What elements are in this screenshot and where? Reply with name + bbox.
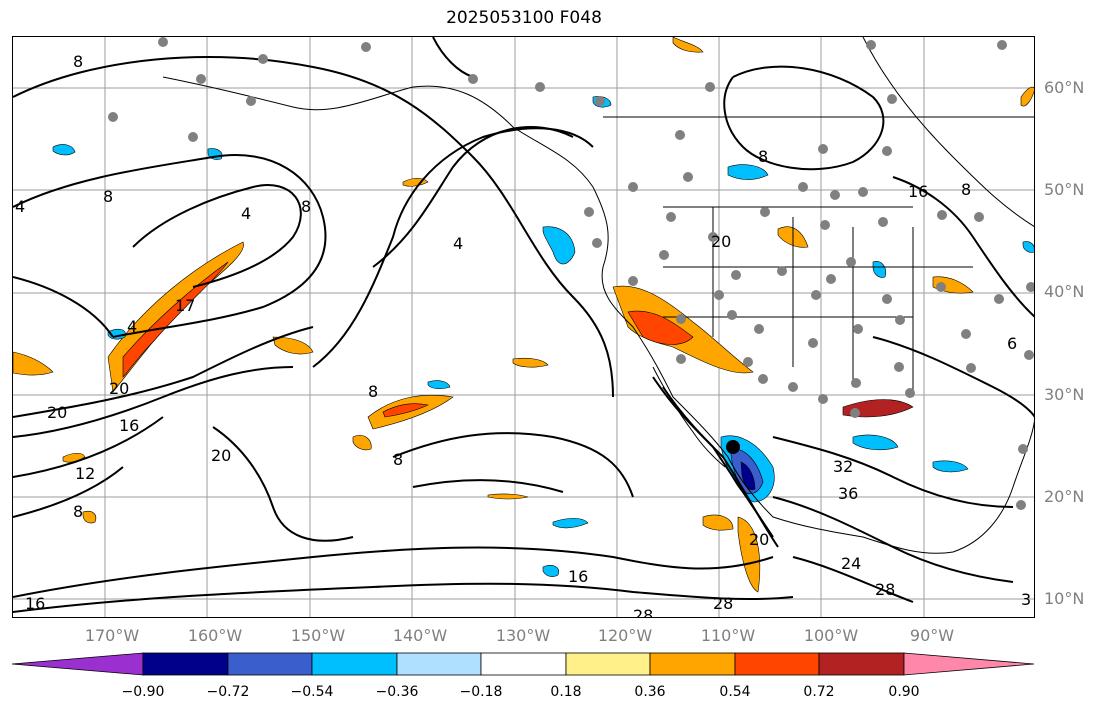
lon-label: 90°W (909, 626, 955, 645)
contour-label: 8 (73, 52, 83, 71)
positive-shading (13, 37, 1034, 593)
colorbar-segment (142, 652, 229, 676)
contour-label: 3 (1021, 590, 1031, 609)
contour-label: 8 (961, 180, 971, 199)
colorbar-tick: −0.90 (121, 684, 165, 700)
lon-label: 110°W (700, 626, 756, 645)
station-markers (108, 37, 1034, 510)
lon-label: 160°W (187, 626, 243, 645)
colorbar-segment (227, 652, 313, 676)
contour-lines (13, 37, 1034, 613)
colorbar-segment (734, 652, 820, 676)
contour-label: 8 (368, 382, 378, 401)
contour-label: 16 (119, 416, 139, 435)
lon-label: 140°W (392, 626, 448, 645)
contour-label: 20 (109, 379, 129, 398)
colorbar-tick: 0.90 (888, 684, 920, 700)
contour-label: 16 (568, 567, 588, 586)
contour-label: 20 (711, 232, 731, 251)
colorbar-tick: 0.72 (803, 684, 835, 700)
contour-label: 28 (713, 594, 733, 613)
lat-label: 60°N (1044, 78, 1085, 97)
contour-value-labels: 8 4 8 4 4 17 4 20 20 16 12 8 20 8 8 8 8 … (15, 52, 1031, 618)
colorbar-tick: 0.36 (634, 684, 666, 700)
contour-label: 28 (875, 580, 895, 599)
contour-label: 8 (393, 450, 403, 469)
colorbar-segment (311, 652, 398, 676)
negative-shading (52, 96, 1034, 577)
colorbar-segment (903, 652, 1035, 676)
lat-label: 10°N (1044, 589, 1085, 608)
map-title: 2025053100 F048 (446, 8, 602, 28)
contour-label: 4 (241, 204, 251, 223)
colorbar-segment (565, 652, 651, 676)
lon-label: 170°W (84, 626, 140, 645)
contour-label: 20 (47, 403, 67, 422)
lon-label: 120°W (597, 626, 653, 645)
contour-label: 12 (75, 464, 95, 483)
colorbar-segment (480, 652, 567, 676)
contour-label: 28 (633, 606, 653, 618)
colorbar-tick: −0.72 (206, 684, 250, 700)
contour-label: 4 (453, 234, 463, 253)
coastlines (162, 37, 1034, 554)
contour-label: 8 (73, 502, 83, 521)
contour-label: 4 (15, 197, 25, 216)
colorbar (12, 652, 1035, 676)
lon-label: 150°W (290, 626, 346, 645)
contour-label: 17 (175, 296, 195, 315)
contour-label: 6 (1007, 334, 1017, 353)
contour-label: 24 (841, 554, 861, 573)
contour-label: 36 (838, 484, 858, 503)
contour-label: 20 (749, 530, 769, 549)
contour-label: 20 (211, 446, 231, 465)
colorbar-tick: −0.54 (290, 684, 334, 700)
colorbar-segment (818, 652, 905, 676)
contour-label: 16 (908, 182, 928, 201)
colorbar-tick: 0.18 (550, 684, 582, 700)
colorbar-segment (396, 652, 482, 676)
hurricane-marker (726, 440, 740, 454)
lat-label: 40°N (1044, 282, 1085, 301)
colorbar-tick: 0.54 (719, 684, 751, 700)
lat-label: 50°N (1044, 180, 1085, 199)
contour-label: 4 (127, 317, 137, 336)
colorbar-segment (649, 652, 736, 676)
contour-label: 8 (103, 187, 113, 206)
contour-label: 8 (758, 147, 768, 166)
lon-label: 130°W (495, 626, 551, 645)
lat-label: 30°N (1044, 385, 1085, 404)
weather-map: 8 4 8 4 4 17 4 20 20 16 12 8 20 8 8 8 8 … (12, 36, 1035, 618)
contour-label: 8 (301, 197, 311, 216)
contour-label: 16 (25, 594, 45, 613)
map-canvas: 8 4 8 4 4 17 4 20 20 16 12 8 20 8 8 8 8 … (13, 37, 1034, 618)
colorbar-tick: −0.36 (375, 684, 419, 700)
contour-label: 32 (833, 457, 853, 476)
lon-label: 100°W (803, 626, 859, 645)
colorbar-segment (12, 652, 144, 676)
colorbar-tick: −0.18 (459, 684, 503, 700)
lat-label: 20°N (1044, 487, 1085, 506)
